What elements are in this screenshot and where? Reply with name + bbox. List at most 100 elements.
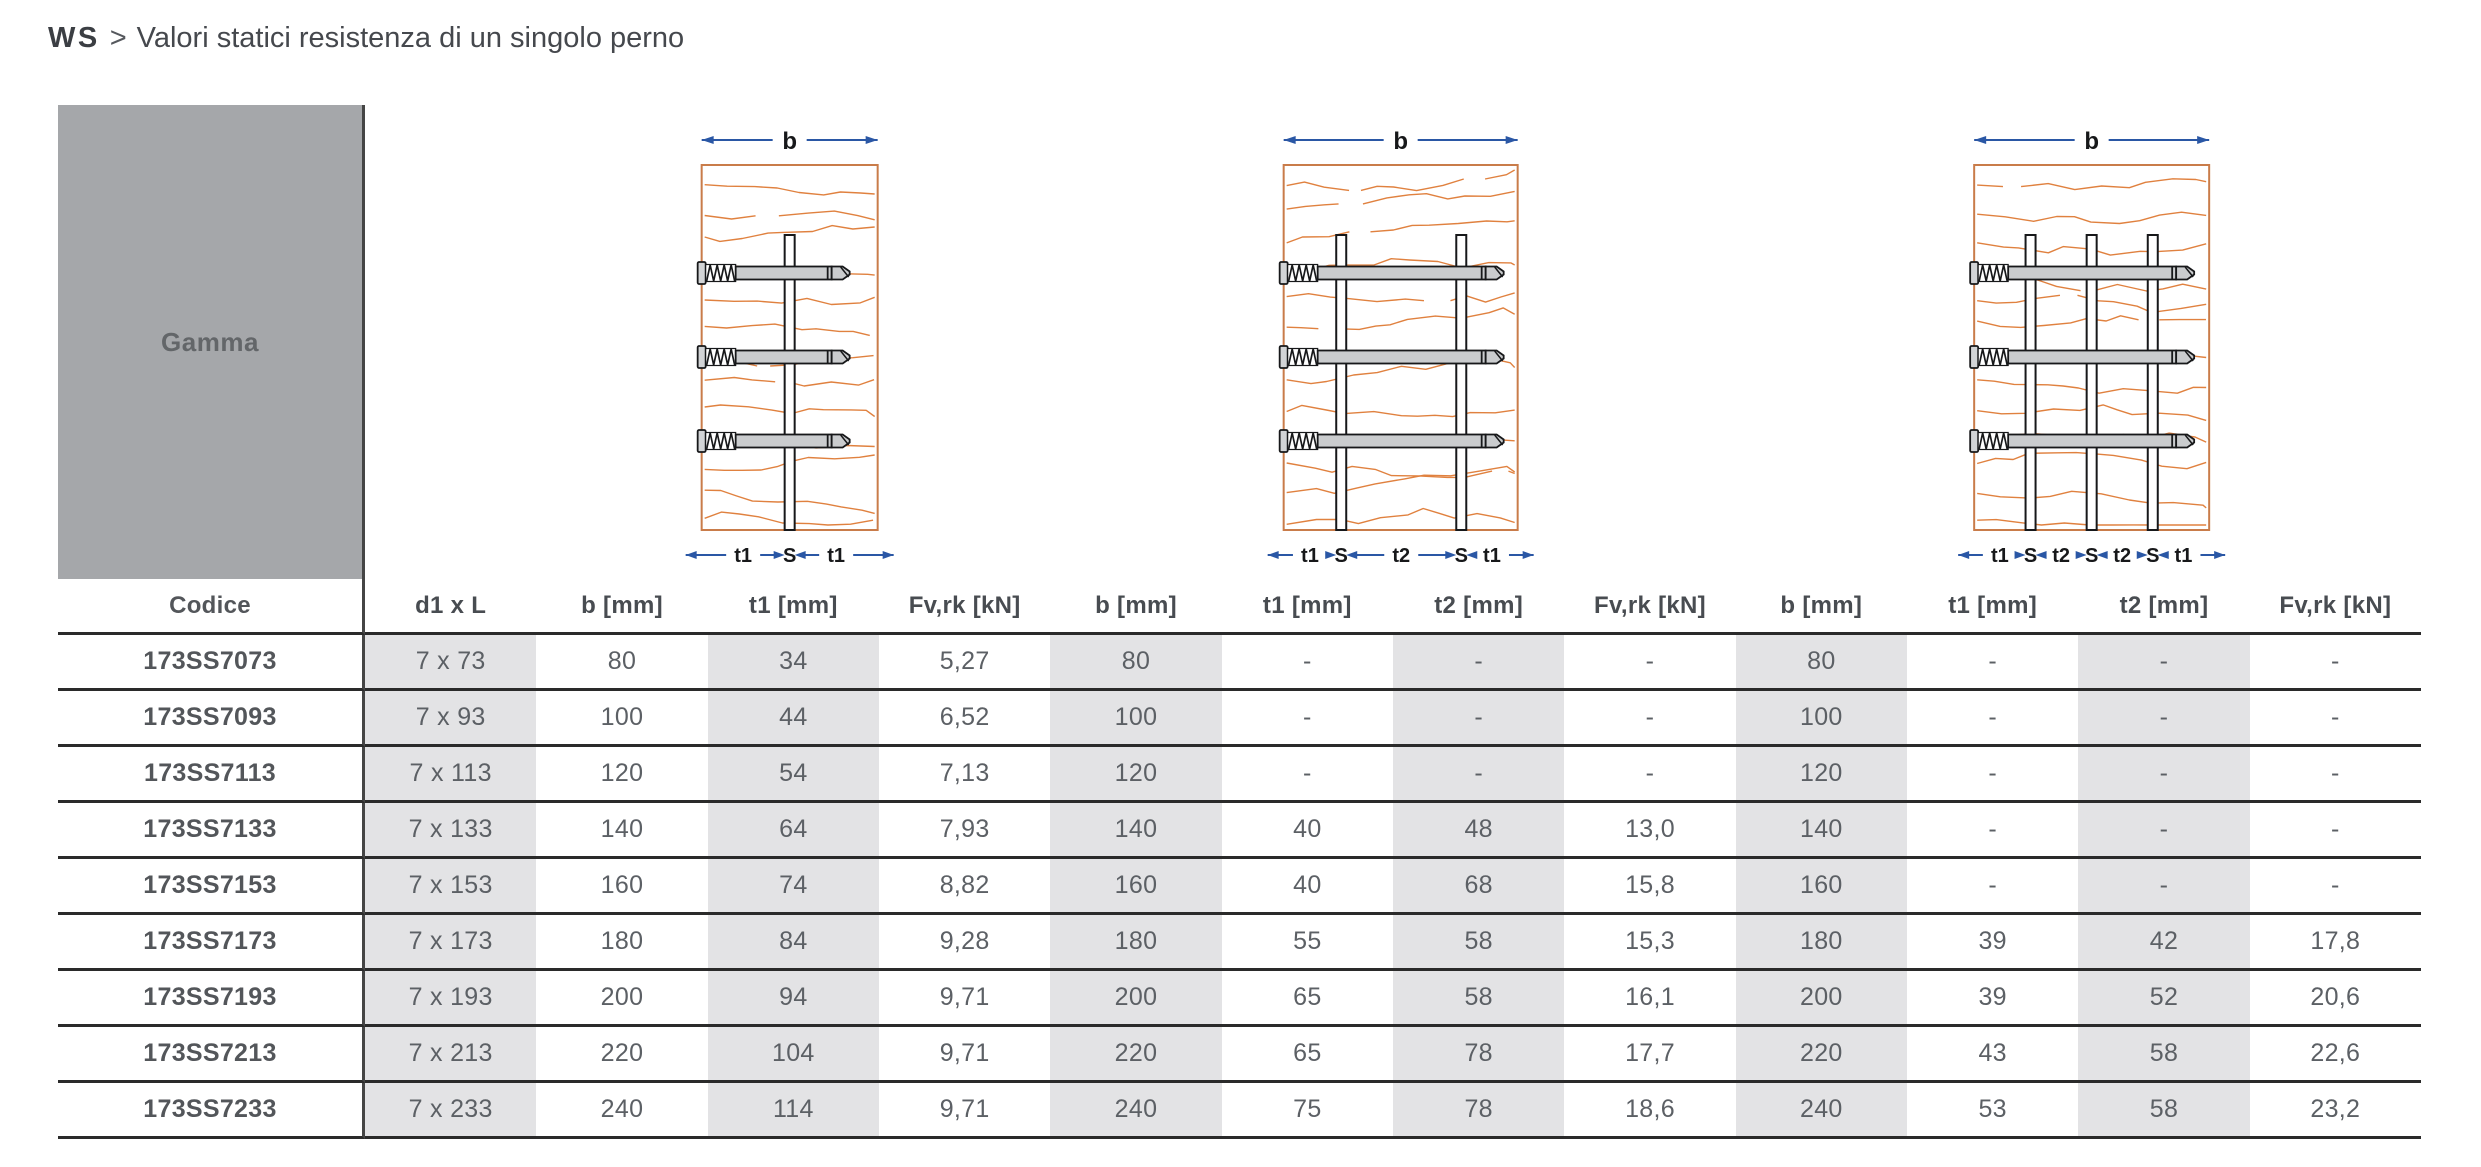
- table-cell: 9,28: [878, 915, 1051, 971]
- table-cell: 6,52: [878, 691, 1051, 747]
- dowel-head: [696, 345, 707, 369]
- table-cell: 65: [1221, 1027, 1393, 1083]
- table-cell: -: [2078, 691, 2250, 747]
- table-cell: 64: [707, 803, 879, 859]
- table-cell: 140: [1735, 803, 1907, 859]
- table-cell: 200: [1050, 971, 1222, 1027]
- wood-member: [1282, 164, 1519, 531]
- table-cell: -: [2249, 803, 2421, 859]
- table-cell: 80: [536, 635, 708, 691]
- header-cell-t2-mm-7: t2 [mm]: [1392, 579, 1565, 635]
- dowel-tip: [830, 265, 851, 281]
- table-cell: 75: [1221, 1083, 1393, 1139]
- table-cell: 65: [1221, 971, 1393, 1027]
- table-cell: 7 x 173: [365, 915, 537, 971]
- dowel-tip: [1485, 265, 1505, 281]
- table-cell: -: [2249, 859, 2421, 915]
- dowel-shaft: [734, 349, 833, 365]
- table-cell: 13,0: [1564, 803, 1736, 859]
- steel-plates: [783, 234, 796, 531]
- table-cell: 7 x 133: [365, 803, 537, 859]
- table-cell: 68: [1392, 859, 1565, 915]
- table-cell: 78: [1392, 1083, 1565, 1139]
- table-cell: 15,8: [1564, 859, 1736, 915]
- dowel-thread: [1977, 348, 2008, 366]
- svg-text:t1: t1: [734, 545, 752, 567]
- dowel-head: [1968, 429, 1979, 453]
- steel-plates: [2024, 234, 2159, 531]
- steel-plate: [1335, 234, 1348, 531]
- header-cell-fv-rk-kn-8: Fv,rk [kN]: [1564, 579, 1736, 635]
- table-cell: 15,3: [1564, 915, 1736, 971]
- header-cell-t1-mm-6: t1 [mm]: [1221, 579, 1393, 635]
- steel-plate: [2146, 234, 2159, 531]
- table-cell: 58: [1392, 971, 1565, 1027]
- steel-plate: [2085, 234, 2098, 531]
- table-cell: 140: [536, 803, 708, 859]
- table-cell: 48: [1392, 803, 1565, 859]
- table-cell: -: [2078, 747, 2250, 803]
- table-cell: -: [1392, 635, 1565, 691]
- dowel-thread: [1977, 264, 2008, 282]
- dowel-tip: [2174, 265, 2195, 281]
- dowel-head: [1279, 261, 1289, 285]
- table-cell: 52: [2078, 971, 2250, 1027]
- table-cell: 180: [1735, 915, 1907, 971]
- table-cell: 40: [1221, 859, 1393, 915]
- table-cell: 42: [2078, 915, 2250, 971]
- svg-text:t1: t1: [2174, 545, 2192, 567]
- svg-text:t1: t1: [1301, 545, 1319, 567]
- dowel-tip: [830, 349, 851, 365]
- table-cell: -: [2078, 635, 2250, 691]
- table-cell: 8,82: [878, 859, 1051, 915]
- table-cell: -: [1221, 691, 1393, 747]
- table-cell: -: [1392, 747, 1565, 803]
- code-cell: 173SS7133: [58, 803, 365, 859]
- table-cell: 9,71: [878, 1027, 1051, 1083]
- table-cell: 7 x 113: [365, 747, 537, 803]
- svg-text:t2: t2: [2052, 545, 2070, 567]
- table-cell: 160: [536, 859, 708, 915]
- steel-plates: [1335, 234, 1468, 531]
- steel-plate: [783, 234, 796, 531]
- dowel-pins: [696, 261, 851, 453]
- code-cell: 173SS7153: [58, 859, 365, 915]
- table-cell: 18,6: [1564, 1083, 1736, 1139]
- code-cell: 173SS7113: [58, 747, 365, 803]
- table-cell: 16,1: [1564, 971, 1736, 1027]
- table-cell: 7 x 193: [365, 971, 537, 1027]
- table-cell: 9,71: [878, 1083, 1051, 1139]
- gamma-label: Gamma: [161, 326, 259, 357]
- table-cell: 58: [2078, 1083, 2250, 1139]
- table-cell: -: [1906, 691, 2079, 747]
- table-cell: 220: [536, 1027, 708, 1083]
- steel-plate: [2024, 234, 2037, 531]
- table-cell: -: [2078, 803, 2250, 859]
- table-cell: 44: [707, 691, 879, 747]
- svg-text:b: b: [782, 128, 797, 155]
- dowel-shaft: [734, 433, 833, 449]
- header-cell-fv-rk-kn-4: Fv,rk [kN]: [878, 579, 1051, 635]
- table-cell: 34: [707, 635, 879, 691]
- dowel-thread: [1288, 432, 1318, 450]
- header-cell-codice-0: Codice: [58, 579, 365, 635]
- table-cell: 80: [1735, 635, 1907, 691]
- dowel-shaft: [1317, 433, 1487, 449]
- svg-text:S: S: [2146, 545, 2159, 567]
- svg-text:S: S: [2085, 545, 2098, 567]
- table-cell: -: [1221, 635, 1393, 691]
- table-cell: 220: [1735, 1027, 1907, 1083]
- gamma-header-cell: Gamma: [58, 105, 365, 579]
- table-cell: -: [2249, 635, 2421, 691]
- dowel-shaft: [1317, 349, 1487, 365]
- dimension-width-b: b: [701, 128, 878, 155]
- table-cell: 220: [1050, 1027, 1222, 1083]
- dowel-head: [1968, 345, 1979, 369]
- dowel-shaft: [734, 265, 833, 281]
- table-cell: 20,6: [2249, 971, 2421, 1027]
- table-cell: 120: [536, 747, 708, 803]
